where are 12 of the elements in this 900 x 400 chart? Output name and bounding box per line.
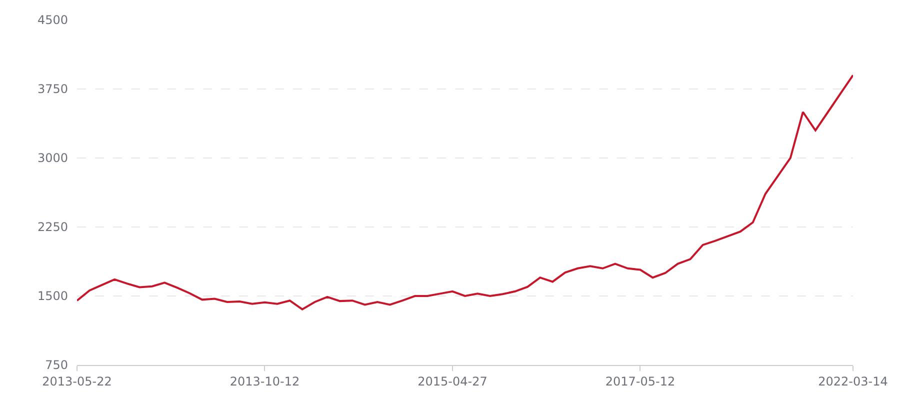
x-tick-label: 2013-05-22	[42, 374, 112, 388]
x-tick-label: 2017-05-12	[605, 374, 676, 388]
line-series	[77, 74, 853, 310]
y-tick-label: 750	[45, 358, 68, 372]
y-tick-label: 1500	[37, 289, 68, 304]
x-tick-label: 2022-03-14	[818, 374, 888, 388]
y-tick-label: 4500	[37, 13, 68, 28]
y-tick-label: 2250	[37, 220, 68, 234]
y-tick-label: 3000	[37, 151, 68, 166]
x-tick-label: 2015-04-27	[418, 374, 488, 388]
y-tick-label: 3750	[37, 82, 68, 96]
x-tick-label: 2013-10-12	[230, 374, 300, 388]
